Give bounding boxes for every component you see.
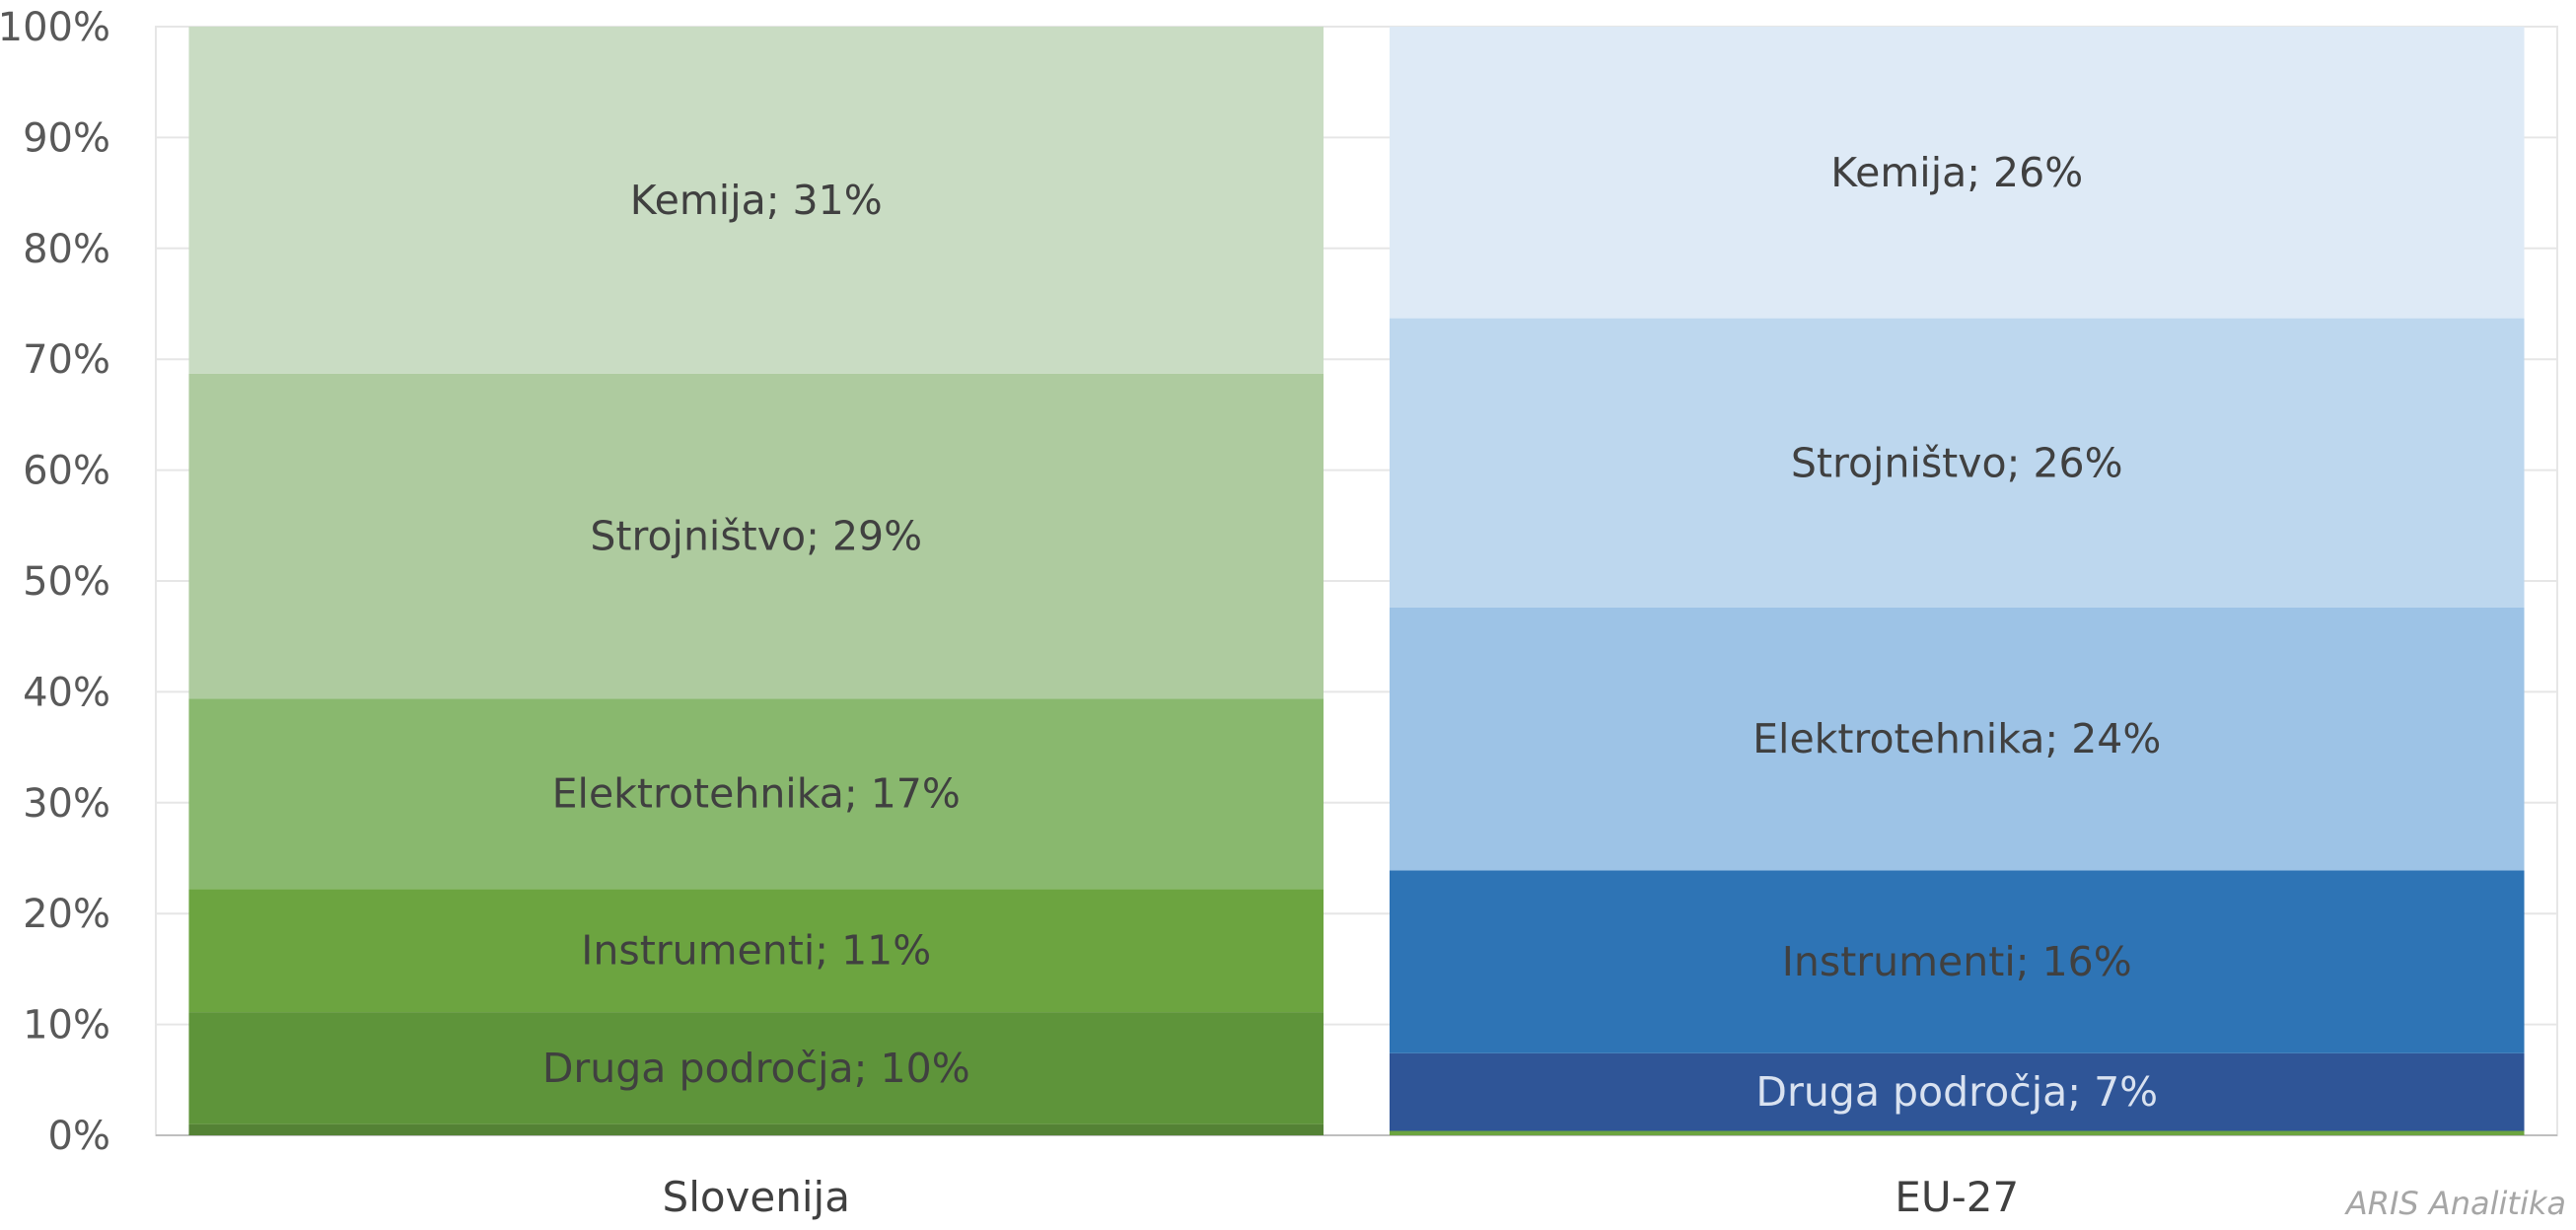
data-label: Kemija; 31% [630, 177, 883, 224]
y-axis: 0% 10% 20% 30% 40% 50% 60% 70% 80% 90% 100% [0, 5, 110, 1159]
y-tick-label: 90% [23, 115, 110, 161]
bar-segment [188, 698, 1324, 890]
x-category-label: EU-27 [1895, 1173, 2019, 1221]
y-tick-label: 70% [23, 337, 110, 383]
y-tick-label: 30% [23, 781, 110, 827]
y-tick-label: 60% [23, 449, 110, 494]
data-label: Druga področja; 10% [542, 1045, 970, 1092]
data-label: Strojništvo; 26% [1791, 439, 2123, 486]
data-label: Druga področja; 7% [1755, 1068, 2158, 1116]
y-tick-label: 20% [23, 892, 110, 937]
bar-segment [1389, 1130, 2525, 1135]
bar-segment [188, 1012, 1324, 1124]
data-label: Instrumenti; 11% [581, 927, 931, 975]
data-label: Instrumenti; 16% [1782, 938, 2132, 985]
bar-segment [1389, 1052, 2525, 1131]
bar-series: Druga področja; 10% Instrumenti; 11% Elekt… [188, 27, 2525, 1135]
bar-segment [188, 889, 1324, 1013]
watermark: ARIS Analitika [2345, 1185, 2566, 1222]
y-tick-label: 80% [23, 227, 110, 272]
bar-segment [1389, 27, 2525, 319]
bar-segment [1389, 870, 2525, 1053]
x-category-label: Slovenija [663, 1173, 850, 1221]
data-label: Elektrotehnika; 24% [1753, 715, 2161, 762]
y-tick-label: 40% [23, 670, 110, 715]
y-tick-label: 10% [23, 1003, 110, 1049]
data-label: Strojništvo; 29% [590, 513, 922, 560]
bar-segment [188, 373, 1324, 699]
bar-segment [188, 27, 1324, 374]
x-axis: Slovenija EU-27 [663, 1173, 2020, 1221]
data-label: Elektrotehnika; 17% [552, 770, 961, 818]
data-label: Kemija; 26% [1830, 149, 2083, 196]
y-tick-label: 0% [48, 1114, 110, 1159]
y-tick-label: 100% [0, 5, 110, 50]
bar-segment [1389, 318, 2525, 608]
y-tick-label: 50% [23, 559, 110, 605]
bar-segment [188, 1123, 1324, 1135]
bar-segment [1389, 607, 2525, 871]
